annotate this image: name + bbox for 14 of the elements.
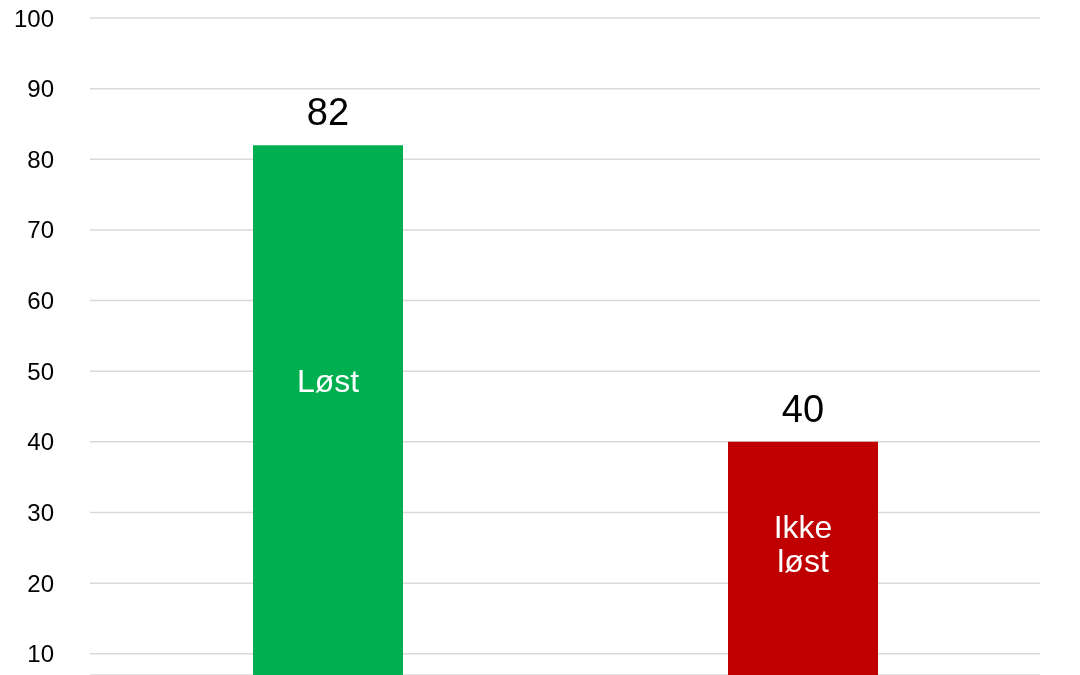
x-tick-label: Løst	[296, 363, 360, 400]
y-tick-label: 70	[27, 216, 54, 244]
y-tick-label: 30	[27, 499, 54, 527]
y-tick-label: 60	[27, 287, 54, 315]
y-tick-label: 100	[13, 4, 54, 32]
data-label: 82	[306, 91, 350, 134]
y-tick-label: 90	[27, 75, 54, 103]
y-tick-label: 20	[27, 569, 54, 597]
x-tick-label: Ikke løst	[773, 509, 833, 580]
y-tick-label: 10	[27, 640, 54, 668]
y-tick-label: 40	[27, 428, 54, 456]
data-label: 40	[781, 387, 825, 430]
y-tick-label: 50	[27, 357, 54, 385]
y-tick-label: 80	[27, 145, 54, 173]
